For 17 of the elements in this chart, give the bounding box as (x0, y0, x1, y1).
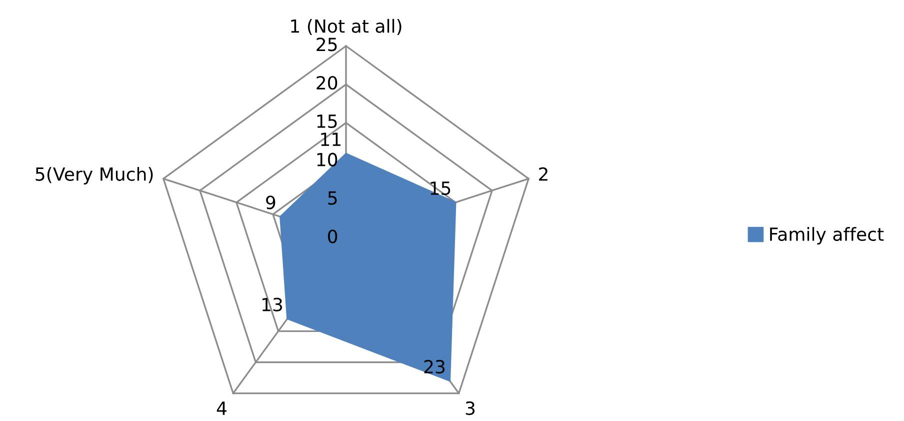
data-label: 15 (430, 182, 450, 196)
y-tick-label: 0 (328, 230, 338, 244)
data-label: 23 (424, 360, 445, 374)
spoke-label: 2 (539, 167, 548, 181)
spoke-label: 5(Very Much) (36, 166, 153, 184)
data-label: 9 (266, 196, 276, 210)
y-tick-label: 25 (316, 38, 337, 52)
y-tick-label: 15 (317, 114, 337, 128)
spoke-label: 1 (Not at all) (291, 18, 402, 36)
y-tick-label: 20 (316, 76, 338, 90)
y-tick-label: 10 (317, 152, 338, 166)
spoke-label: 4 (216, 402, 226, 415)
legend-label: Family affect (770, 227, 884, 244)
data-label: 11 (321, 132, 340, 146)
data-label: 13 (262, 298, 282, 312)
spoke-label: 3 (466, 401, 475, 416)
y-tick-label: 5 (328, 191, 337, 205)
